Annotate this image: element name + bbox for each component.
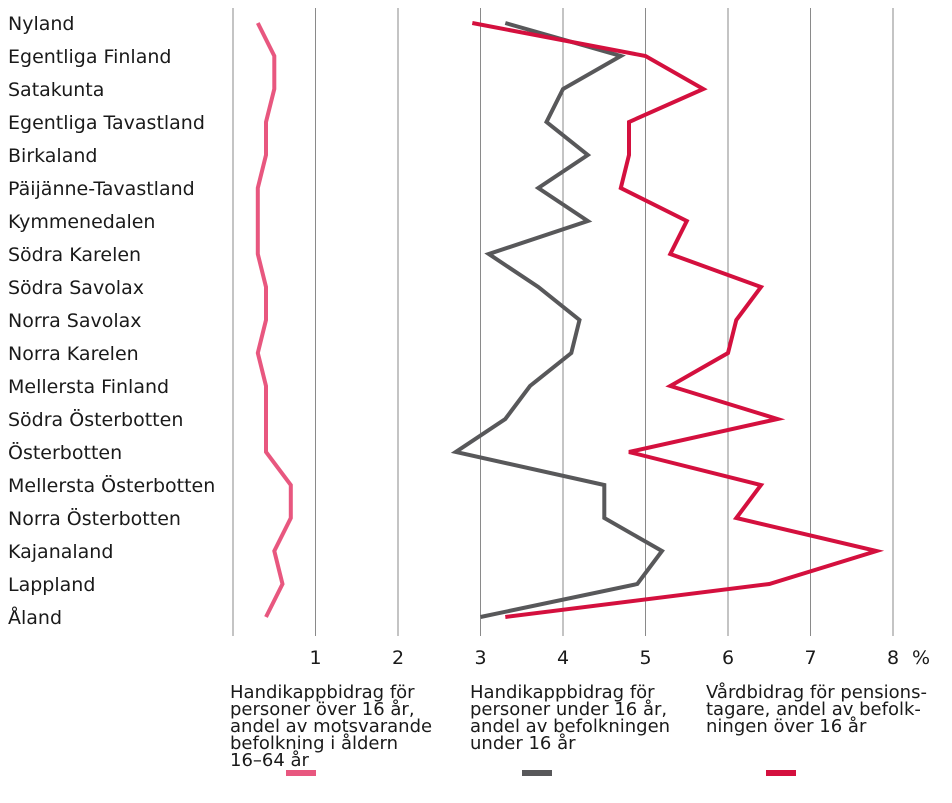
series-line-3 (471, 21, 885, 619)
x-tick-label: 5 (639, 647, 651, 669)
legend-swatch-3 (766, 770, 796, 776)
legend-text-1: Handikappbidrag för personer över 16 år,… (230, 682, 433, 771)
legend-swatch-1 (286, 770, 316, 776)
series-lines (255, 21, 885, 619)
x-tick-label: 8 (887, 647, 899, 669)
category-label: Södra Österbotten (8, 408, 183, 431)
x-tick-label: 7 (804, 647, 816, 669)
x-unit-label: % (912, 647, 930, 669)
category-label: Åland (8, 606, 62, 629)
x-tick-label: 6 (722, 647, 734, 669)
x-tick-label: 4 (557, 647, 569, 669)
legend-swatch-2 (522, 770, 552, 776)
category-label: Egentliga Tavastland (8, 112, 205, 134)
category-labels: Nyland Egentliga Finland Satakunta Egentlig… (8, 13, 215, 629)
x-tick-label: 3 (474, 647, 486, 669)
category-label: Egentliga Finland (8, 46, 171, 68)
category-label: Nyland (8, 13, 74, 35)
series-line-1 (255, 22, 293, 618)
category-label: Mellersta Österbotten (8, 474, 215, 497)
category-label: Södra Karelen (8, 244, 141, 266)
x-tick-label: 1 (309, 647, 321, 669)
category-label: Södra Savolax (8, 277, 144, 299)
category-label: Kajanaland (8, 541, 113, 563)
category-label: Mellersta Finland (8, 376, 169, 398)
legend-text-2: Handikappbidrag för personer under 16 år… (470, 682, 671, 754)
category-label: Norra Karelen (8, 343, 139, 365)
legend-text-3: Vårdbidrag för pensions- tagare, andel a… (706, 682, 927, 737)
category-label: Österbotten (8, 441, 122, 464)
category-label: Päijänne-Tavastland (8, 178, 195, 200)
category-label: Birkaland (8, 145, 97, 167)
series-line-2 (450, 21, 665, 619)
category-label: Lappland (8, 574, 95, 596)
category-label: Kymmenedalen (8, 211, 155, 233)
x-tick-label: 2 (392, 647, 404, 669)
x-tick-labels: 1 2 3 4 5 6 7 8 (309, 647, 899, 669)
category-label: Satakunta (8, 79, 104, 101)
category-label: Norra Österbotten (8, 507, 181, 530)
grid (232, 8, 894, 636)
category-label: Norra Savolax (8, 310, 142, 332)
